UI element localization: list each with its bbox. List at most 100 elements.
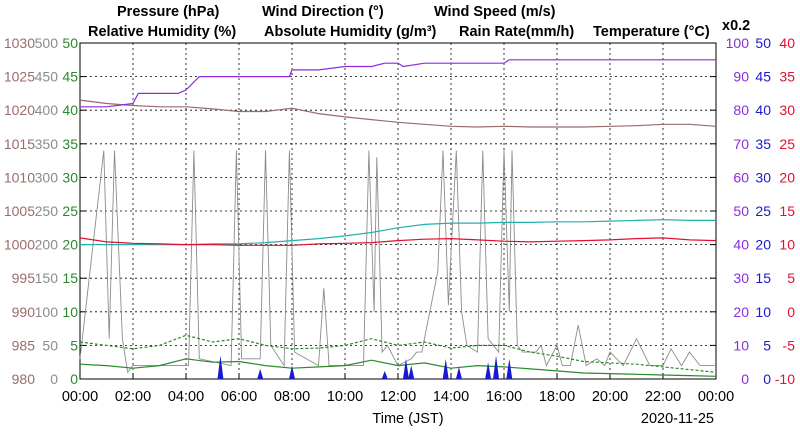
tick-label-pressure: 985 — [12, 337, 36, 353]
tick-label-direction: 300 — [35, 169, 59, 185]
tick-label-direction: 50 — [42, 337, 58, 353]
series-line-pressure — [79, 99, 717, 128]
x-tick-label: 10:00 — [327, 389, 363, 405]
tick-label-rain: 10 — [755, 304, 771, 320]
tick-label-temperature: -10 — [775, 371, 795, 387]
legend-pressure: Pressure (hPa) — [117, 4, 220, 20]
rain-bar — [455, 366, 462, 379]
legend-wind-direction: Wind Direction (°) — [262, 4, 384, 20]
tick-label-rain: 50 — [755, 35, 771, 51]
tick-label-humidity: 0 — [741, 371, 749, 387]
tick-label-rain: 5 — [763, 337, 771, 353]
tick-label-speed: 50 — [62, 35, 78, 51]
tick-label-rain: 40 — [755, 102, 771, 118]
tick-label-direction: 250 — [35, 203, 59, 219]
tick-label-humidity: 20 — [733, 304, 749, 320]
tick-label-speed: 10 — [62, 304, 78, 320]
tick-label-rain: 0 — [763, 371, 771, 387]
tick-label-temperature: -5 — [783, 337, 796, 353]
tick-label-pressure: 1015 — [4, 136, 35, 152]
x-tick-label: 16:00 — [486, 389, 522, 405]
tick-label-direction: 0 — [50, 371, 58, 387]
tick-label-humidity: 30 — [733, 270, 749, 286]
tick-label-humidity: 50 — [733, 203, 749, 219]
tick-label-pressure: 1020 — [4, 102, 35, 118]
x-tick-label: 00:00 — [62, 389, 98, 405]
rain-bar — [442, 358, 449, 379]
tick-label-pressure: 1010 — [4, 169, 35, 185]
x-tick-label: 20:00 — [592, 389, 628, 405]
tick-label-rain: 25 — [755, 203, 771, 219]
tick-label-pressure: 995 — [12, 270, 36, 286]
rain-bar — [408, 365, 415, 379]
tick-label-direction: 150 — [35, 270, 59, 286]
tick-label-temperature: 30 — [779, 102, 795, 118]
tick-label-pressure: 1000 — [4, 237, 35, 253]
tick-label-temperature: 15 — [779, 203, 795, 219]
legend-absolute-humidity: Absolute Humidity (g/m³) — [264, 24, 437, 40]
tick-label-humidity: 60 — [733, 169, 749, 185]
tick-label-speed: 15 — [62, 270, 78, 286]
tick-label-rain: 45 — [755, 69, 771, 85]
tick-label-humidity: 80 — [733, 102, 749, 118]
tick-label-speed: 20 — [62, 237, 78, 253]
tick-label-humidity: 40 — [733, 237, 749, 253]
tick-label-temperature: 35 — [779, 69, 795, 85]
tick-label-direction: 100 — [35, 304, 59, 320]
tick-label-direction: 350 — [35, 136, 59, 152]
rain-bar — [506, 358, 513, 379]
axes-ticks: 1030102510201015101010051000995990985980… — [4, 35, 795, 405]
rain-bar — [217, 355, 224, 379]
tick-label-rain: 35 — [755, 136, 771, 152]
x-tick-label: 04:00 — [168, 389, 204, 405]
rain-bar — [289, 365, 295, 379]
x-axis-label: Time (JST) — [372, 411, 443, 427]
date-label: 2020-11-25 — [641, 411, 714, 427]
series-line-wind_direction — [79, 150, 716, 374]
tick-label-pressure: 980 — [12, 371, 36, 387]
tick-label-direction: 500 — [35, 35, 59, 51]
tick-label-humidity: 90 — [733, 69, 749, 85]
tick-label-speed: 0 — [70, 371, 78, 387]
tick-label-temperature: 20 — [779, 169, 795, 185]
x-tick-label: 14:00 — [433, 389, 469, 405]
grid-lines — [80, 43, 716, 379]
tick-label-speed: 30 — [62, 169, 78, 185]
x-tick-label: 08:00 — [274, 389, 310, 405]
tick-label-rain: 15 — [755, 270, 771, 286]
tick-label-pressure: 1005 — [4, 203, 35, 219]
tick-label-temperature: 0 — [787, 304, 795, 320]
x-tick-label: 06:00 — [221, 389, 257, 405]
x-tick-label: 18:00 — [539, 389, 575, 405]
tick-label-direction: 200 — [35, 237, 59, 253]
series-group — [79, 59, 717, 379]
tick-label-temperature: 5 — [787, 270, 795, 286]
rain-bar — [493, 355, 500, 379]
legend-wind-speed: Wind Speed (m/s) — [434, 4, 556, 20]
tick-label-pressure: 1025 — [4, 69, 35, 85]
tick-label-humidity: 100 — [726, 35, 750, 51]
rain-bar — [257, 368, 264, 379]
tick-label-temperature: 25 — [779, 136, 795, 152]
legend-rain-rate: Rain Rate(mm/h) — [459, 24, 574, 40]
tick-label-pressure: 1030 — [4, 35, 35, 51]
legend-relative-humidity: Relative Humidity (%) — [88, 24, 236, 40]
tick-label-speed: 45 — [62, 69, 78, 85]
x-tick-label: 12:00 — [380, 389, 416, 405]
tick-label-temperature: 40 — [779, 35, 795, 51]
rain-bar — [381, 370, 388, 379]
tick-label-pressure: 990 — [12, 304, 36, 320]
tick-label-speed: 5 — [70, 337, 78, 353]
tick-label-temperature: 10 — [779, 237, 795, 253]
tick-label-rain: 20 — [755, 237, 771, 253]
tick-label-direction: 400 — [35, 102, 59, 118]
tick-label-speed: 25 — [62, 203, 78, 219]
rain-bar — [402, 358, 409, 379]
tick-label-humidity: 10 — [733, 337, 749, 353]
tick-label-speed: 40 — [62, 102, 78, 118]
series-line-temperature — [79, 237, 717, 246]
series-line-wind_speed — [79, 358, 717, 377]
x-tick-label: 02:00 — [115, 389, 151, 405]
tick-label-rain: 30 — [755, 169, 771, 185]
